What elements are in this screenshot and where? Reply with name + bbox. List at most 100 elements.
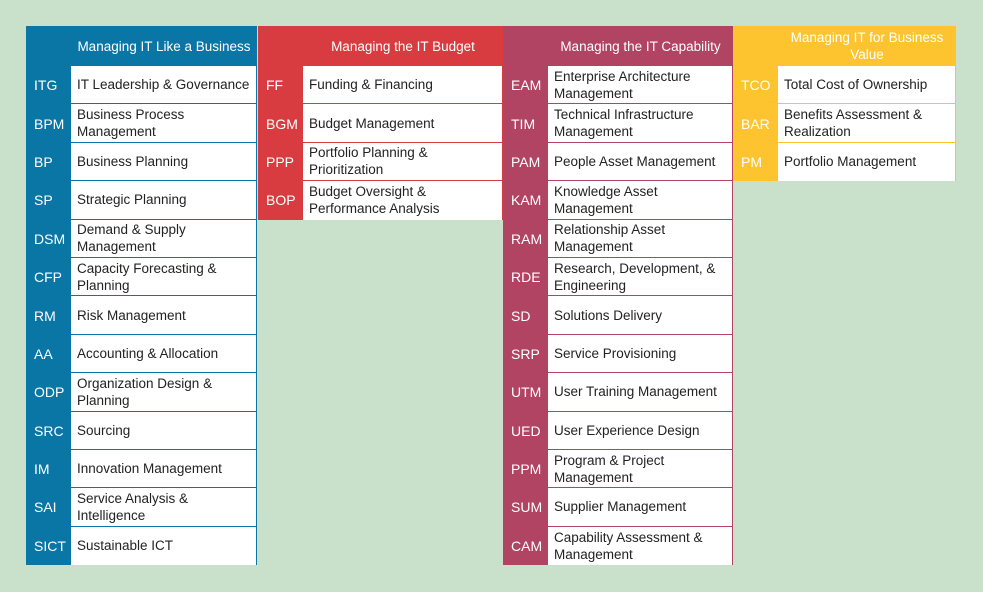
capability-row: DSM Demand & Supply Management [26,219,257,258]
capability-row: SD Solutions Delivery [503,296,733,335]
column-1: Managing IT Like a Business ITG IT Leaders… [26,26,257,566]
capability-row: CFP Capacity Forecasting & Planning [26,257,257,297]
capability-name: Capacity Forecasting & Planning [71,257,257,297]
column-title: Managing the IT Budget [331,38,475,54]
capability-name: Service Provisioning [548,334,733,374]
capability-name: Benefits Assessment & Realization [778,104,956,143]
capability-name: IT Leadership & Governance [71,66,257,105]
capability-code: PM [741,153,762,170]
capability-name: Strategic Planning [71,181,257,220]
capability-name: Portfolio Planning & Prioritization [303,142,503,182]
capability-code: CFP [34,269,62,286]
capability-code: SICT [34,537,66,554]
capability-row: SUM Supplier Management [503,488,733,527]
capability-code: TIM [511,115,536,132]
capability-row: TIM Technical Infrastructure Management [503,104,733,143]
capability-code: AA [34,345,53,362]
capability-name: Research, Development, & Engineering [548,257,733,297]
capability-name: Accounting & Allocation [71,334,257,374]
capability-name: Sustainable ICT [71,526,257,566]
capability-code: ITG [34,77,58,94]
capability-code: TCO [741,77,771,94]
capability-row: RDE Research, Development, & Engineering [503,257,733,297]
capability-name: Knowledge Asset Management [548,181,733,220]
capability-row: UTM User Training Management [503,373,733,412]
capability-row: ODP Organization Design & Planning [26,373,257,412]
capability-row: SAI Service Analysis & Intelligence [26,488,257,527]
capability-code: BAR [741,115,770,132]
capability-code: BP [34,153,53,170]
column-4: Managing IT for Business Value TCO Total C… [733,26,956,182]
capability-name: Budget Oversight & Performance Analysis [303,181,503,220]
capability-name: Technical Infrastructure Management [548,104,733,143]
capability-code: CAM [511,537,543,554]
capability-name: Risk Management [71,296,257,335]
capability-code: IM [34,461,50,478]
capability-row: SRC Sourcing [26,411,257,450]
capability-code: KAM [511,192,542,209]
capability-code: UTM [511,384,542,401]
capability-row: BAR Benefits Assessment & Realization [733,104,956,143]
capability-row: KAM Knowledge Asset Management [503,181,733,220]
capability-code: SRC [34,422,64,439]
capability-name: Program & Project Management [548,449,733,489]
column-title: Managing IT Like a Business [77,38,251,54]
capability-name: Relationship Asset Management [548,219,733,258]
capability-row: FF Funding & Financing [258,66,503,105]
capability-name: Solutions Delivery [548,296,733,335]
capability-name: People Asset Management [548,142,733,182]
capability-code: EAM [511,77,542,94]
capability-row: SP Strategic Planning [26,181,257,220]
capability-row: PPM Program & Project Management [503,449,733,489]
capability-name: Sourcing [71,411,257,450]
column-3: Managing the IT Capability EAM Enterprise … [503,26,733,566]
capability-name: Innovation Management [71,449,257,489]
capability-code: SD [511,307,531,324]
capability-code: SAI [34,499,57,516]
capability-code: SUM [511,499,543,516]
capability-row: PAM People Asset Management [503,142,733,182]
capability-name: Capability Assessment & Management [548,526,733,566]
capability-row: IM Innovation Management [26,449,257,489]
capability-name: Business Process Management [71,104,257,143]
capability-row: UED User Experience Design [503,411,733,450]
capability-row: SRP Service Provisioning [503,334,733,374]
capability-row: BOP Budget Oversight & Performance Analys… [258,181,503,220]
capability-code: BGM [266,115,298,132]
capability-name: Demand & Supply Management [71,219,257,258]
capability-row: PPP Portfolio Planning & Prioritization [258,142,503,182]
capability-name: Budget Management [303,104,503,143]
capability-row: BGM Budget Management [258,104,503,143]
capability-code: SRP [511,345,540,362]
capability-row: PM Portfolio Management [733,142,956,182]
capability-row: BPM Business Process Management [26,104,257,143]
capability-row: RAM Relationship Asset Management [503,219,733,258]
capability-name: Business Planning [71,142,257,182]
capability-code: PPP [266,153,295,170]
capability-code: UED [511,422,541,439]
capability-row: TCO Total Cost of Ownership [733,66,956,105]
capability-code: RDE [511,269,541,286]
capability-code: SP [34,192,53,209]
capability-name: Service Analysis & Intelligence [71,488,257,527]
capability-code: FF [266,77,284,94]
capability-row: RM Risk Management [26,296,257,335]
capability-row: CAM Capability Assessment & Management [503,526,733,566]
capability-code: BOP [266,192,296,209]
capability-code: BPM [34,115,65,132]
capability-name: Enterprise Architecture Management [548,66,733,105]
column-title: Managing the IT Capability [560,38,721,54]
capability-row: EAM Enterprise Architecture Management [503,66,733,105]
capability-name: User Experience Design [548,411,733,450]
capability-row: BP Business Planning [26,142,257,182]
capability-name: User Training Management [548,373,733,412]
capability-name: Portfolio Management [778,142,956,182]
capability-row: SICT Sustainable ICT [26,526,257,566]
capability-code: ODP [34,384,65,401]
capability-code: PAM [511,153,541,170]
column-title: Managing IT for Business Value [790,30,944,62]
capability-row: AA Accounting & Allocation [26,334,257,374]
capability-code: RM [34,307,56,324]
capability-code: RAM [511,230,543,247]
capability-row: ITG IT Leadership & Governance [26,66,257,105]
